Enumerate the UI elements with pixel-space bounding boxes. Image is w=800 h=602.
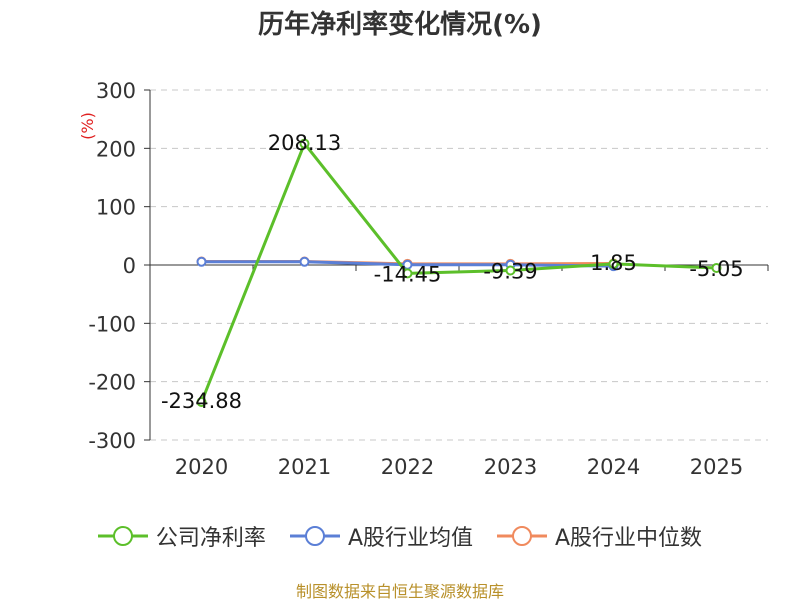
series-line (200, 142, 717, 403)
y-axis-unit-label: (%) (78, 112, 97, 140)
y-tick-label: -300 (88, 429, 136, 453)
legend-item[interactable]: A股行业中位数 (497, 520, 702, 552)
x-tick-label: 2022 (381, 455, 434, 479)
legend-item[interactable]: A股行业均值 (289, 520, 473, 552)
data-point (608, 258, 619, 269)
x-tick-label: 2020 (175, 455, 228, 479)
y-tick-label: 300 (96, 79, 136, 103)
data-label: 208.13 (268, 131, 341, 155)
data-point (196, 397, 207, 408)
legend-line-symbol (97, 526, 148, 546)
y-tick-label: -200 (88, 371, 136, 395)
data-point (299, 256, 310, 267)
data-label: -9.39 (483, 259, 537, 283)
data-label: -5.05 (689, 257, 743, 281)
legend-label: A股行业中位数 (555, 526, 703, 551)
legend-marker (304, 526, 325, 546)
data-point (505, 265, 516, 276)
x-tick-label: 2025 (690, 455, 743, 479)
y-tick-label: 0 (123, 254, 136, 278)
data-label: 1.85 (590, 251, 637, 275)
legend-marker (512, 526, 532, 546)
legend-label: A股行业均值 (347, 526, 473, 551)
source-note: 制图数据来自恒生聚源数据库 (295, 582, 504, 601)
x-tick-label: 2024 (587, 455, 640, 479)
data-point (402, 268, 413, 279)
y-tick-label: -100 (88, 312, 136, 336)
legend-label: 公司净利率 (155, 526, 266, 551)
grid-lines (150, 89, 768, 441)
legend: 公司净利率 A股行业均值 A股行业中位数 (0, 520, 800, 552)
chart-title: 历年净利率变化情况(%) (258, 10, 542, 40)
legend-line-symbol (289, 526, 340, 546)
legend-item[interactable]: 公司净利率 (97, 520, 266, 552)
data-point (711, 262, 722, 273)
data-label: -234.88 (161, 389, 242, 413)
y-tick-label: 200 (96, 137, 136, 161)
y-tick-label: 100 (96, 196, 136, 220)
data-point (196, 256, 207, 267)
data-label: -14.45 (374, 262, 442, 286)
data-labels: -234.88 208.13 -14.45 -9.39 1.85 -5.05 (161, 131, 744, 413)
legend-marker (112, 526, 133, 546)
x-tick-label: 2023 (484, 455, 537, 479)
legend-line-symbol (497, 526, 547, 546)
axes: 300 200 100 0 -100 -200 -300 2020 2021 2022 2023 20… (78, 79, 769, 479)
series-lines (196, 138, 722, 408)
data-point (299, 138, 310, 149)
x-tick-label: 2021 (278, 455, 331, 479)
